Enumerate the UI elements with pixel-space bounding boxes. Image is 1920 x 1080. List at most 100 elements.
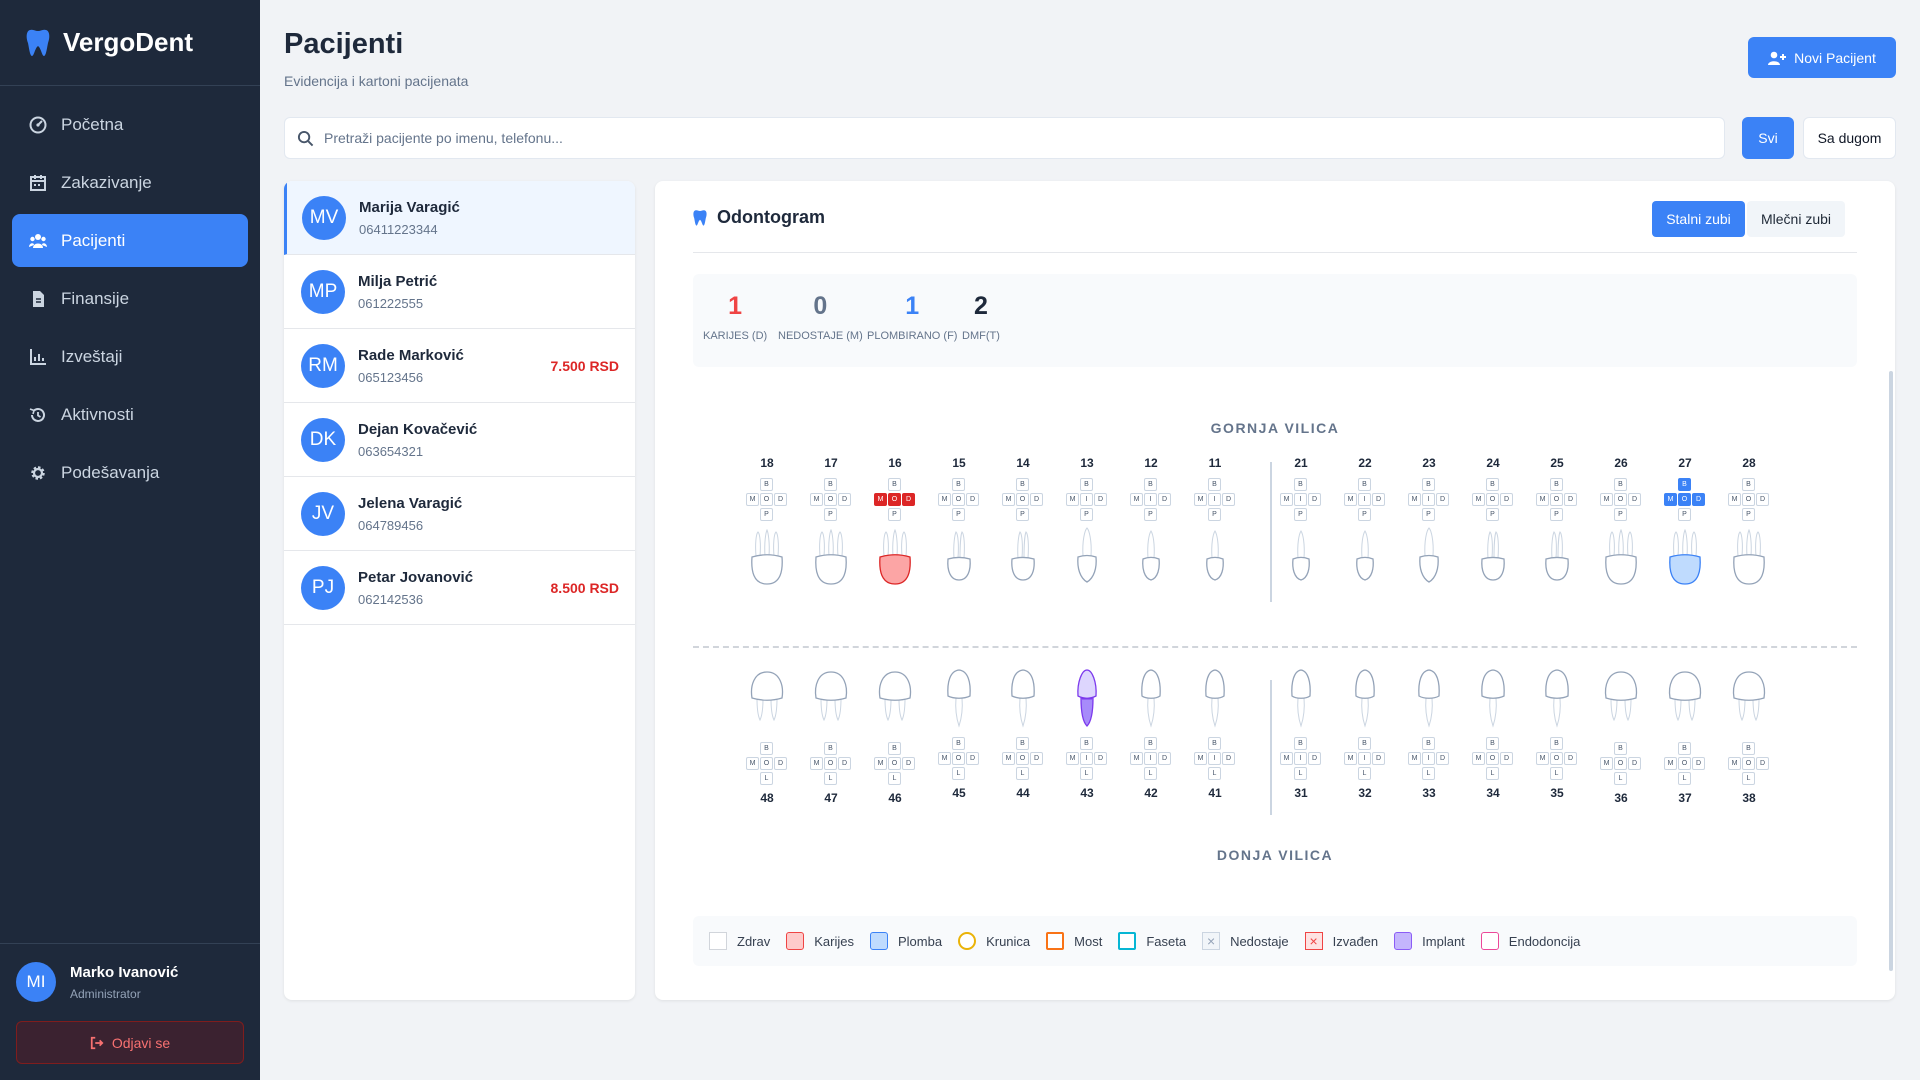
- tooth-surface[interactable]: B: [760, 742, 773, 755]
- patient-list-item[interactable]: MV Marija Varagić 06411223344: [284, 181, 635, 255]
- tooth-surface[interactable]: L: [1614, 772, 1627, 785]
- tooth-surface[interactable]: D: [1222, 493, 1235, 506]
- tooth-surface[interactable]: D: [1436, 752, 1449, 765]
- tooth-surface[interactable]: B: [1742, 478, 1755, 491]
- tooth-surface[interactable]: M: [938, 752, 951, 765]
- sidebar-item-zakazivanje[interactable]: Zakazivanje: [12, 156, 248, 209]
- tooth-surface[interactable]: O: [1550, 752, 1563, 765]
- tooth-surface[interactable]: B: [888, 742, 901, 755]
- tooth-surface[interactable]: B: [1144, 478, 1157, 491]
- tooth-surface[interactable]: P: [952, 508, 965, 521]
- new-patient-button[interactable]: Novi Pacijent: [1748, 37, 1896, 78]
- tooth-surface[interactable]: D: [902, 493, 915, 506]
- tooth-surface[interactable]: M: [1280, 493, 1293, 506]
- tooth-surface[interactable]: L: [1208, 767, 1221, 780]
- tooth-surface[interactable]: M: [874, 493, 887, 506]
- tooth-surface[interactable]: M: [746, 757, 759, 770]
- tooth-surface[interactable]: L: [1678, 772, 1691, 785]
- tooth-surface[interactable]: M: [1408, 752, 1421, 765]
- tooth-surface[interactable]: P: [1208, 508, 1221, 521]
- tooth-surface[interactable]: B: [952, 737, 965, 750]
- tooth-surface[interactable]: D: [1436, 493, 1449, 506]
- tooth-surface[interactable]: M: [1194, 752, 1207, 765]
- tooth-surface[interactable]: P: [1614, 508, 1627, 521]
- tooth-surface[interactable]: M: [938, 493, 951, 506]
- tooth-surface[interactable]: B: [952, 478, 965, 491]
- patient-list-item[interactable]: DK Dejan Kovačević 063654321: [284, 403, 635, 477]
- tooth-surface[interactable]: M: [1194, 493, 1207, 506]
- tooth-surface[interactable]: D: [838, 757, 851, 770]
- tooth-surface[interactable]: I: [1422, 493, 1435, 506]
- tooth-surface[interactable]: B: [1358, 737, 1371, 750]
- tooth-surface[interactable]: B: [824, 742, 837, 755]
- tooth-surface[interactable]: B: [1422, 737, 1435, 750]
- tooth-surface[interactable]: L: [760, 772, 773, 785]
- tooth-surface[interactable]: M: [810, 493, 823, 506]
- tooth-surface[interactable]: I: [1144, 493, 1157, 506]
- tooth-surface[interactable]: M: [1344, 493, 1357, 506]
- tooth-surface[interactable]: D: [1692, 493, 1705, 506]
- tooth-surface[interactable]: O: [1550, 493, 1563, 506]
- tooth-surface[interactable]: P: [1080, 508, 1093, 521]
- tooth-surface[interactable]: B: [888, 478, 901, 491]
- tooth-surface[interactable]: D: [1500, 752, 1513, 765]
- tooth-surface[interactable]: M: [1472, 493, 1485, 506]
- tooth-surface[interactable]: P: [1422, 508, 1435, 521]
- sidebar-item-aktivnosti[interactable]: Aktivnosti: [12, 388, 248, 441]
- tooth-surface[interactable]: M: [1664, 493, 1677, 506]
- patient-list-item[interactable]: PJ Petar Jovanović 062142536 8.500 RSD: [284, 551, 635, 625]
- tooth-surface[interactable]: B: [1294, 478, 1307, 491]
- tooth-surface[interactable]: B: [1614, 742, 1627, 755]
- tooth-surface[interactable]: O: [824, 493, 837, 506]
- tooth-surface[interactable]: L: [1486, 767, 1499, 780]
- tooth-surface[interactable]: M: [1664, 757, 1677, 770]
- tooth-surface[interactable]: M: [1600, 757, 1613, 770]
- tooth-surface[interactable]: M: [1344, 752, 1357, 765]
- tooth-surface[interactable]: D: [966, 493, 979, 506]
- tooth-surface[interactable]: D: [1030, 752, 1043, 765]
- tooth-surface[interactable]: P: [1294, 508, 1307, 521]
- sidebar-item-pocetna[interactable]: Početna: [12, 98, 248, 151]
- tooth-surface[interactable]: D: [1756, 757, 1769, 770]
- tooth-surface[interactable]: O: [1486, 493, 1499, 506]
- sidebar-item-pacijenti[interactable]: Pacijenti: [12, 214, 248, 267]
- tooth-surface[interactable]: P: [888, 508, 901, 521]
- tooth-surface[interactable]: I: [1294, 493, 1307, 506]
- tooth-surface[interactable]: O: [1486, 752, 1499, 765]
- brand[interactable]: VergoDent: [0, 0, 260, 86]
- tooth-surface[interactable]: D: [1222, 752, 1235, 765]
- tooth-surface[interactable]: D: [1158, 493, 1171, 506]
- tooth-surface[interactable]: M: [1066, 493, 1079, 506]
- tooth-surface[interactable]: P: [1486, 508, 1499, 521]
- tooth-surface[interactable]: B: [1422, 478, 1435, 491]
- tooth-surface[interactable]: D: [1094, 493, 1107, 506]
- tooth-surface[interactable]: O: [1016, 493, 1029, 506]
- tooth-surface[interactable]: B: [1144, 737, 1157, 750]
- tooth-surface[interactable]: D: [774, 493, 787, 506]
- tooth-surface[interactable]: D: [1372, 752, 1385, 765]
- tooth-surface[interactable]: D: [1756, 493, 1769, 506]
- tooth-surface[interactable]: B: [1080, 737, 1093, 750]
- tooth-surface[interactable]: L: [888, 772, 901, 785]
- tooth-surface[interactable]: M: [1728, 757, 1741, 770]
- filter-debt-button[interactable]: Sa dugom: [1803, 117, 1896, 159]
- tooth-surface[interactable]: I: [1144, 752, 1157, 765]
- tooth-surface[interactable]: L: [1742, 772, 1755, 785]
- tooth-surface[interactable]: M: [1280, 752, 1293, 765]
- tooth-surface[interactable]: M: [1536, 493, 1549, 506]
- tooth-surface[interactable]: B: [1080, 478, 1093, 491]
- tooth-surface[interactable]: B: [1016, 737, 1029, 750]
- tooth-surface[interactable]: P: [1550, 508, 1563, 521]
- tooth-surface[interactable]: D: [1628, 757, 1641, 770]
- tooth-surface[interactable]: D: [1030, 493, 1043, 506]
- tooth-surface[interactable]: B: [1016, 478, 1029, 491]
- tooth-surface[interactable]: O: [1742, 493, 1755, 506]
- tooth-surface[interactable]: D: [1158, 752, 1171, 765]
- tooth-surface[interactable]: B: [1486, 737, 1499, 750]
- tooth-surface[interactable]: D: [902, 757, 915, 770]
- tooth-surface[interactable]: B: [1550, 478, 1563, 491]
- tooth-surface[interactable]: L: [1358, 767, 1371, 780]
- tooth-surface[interactable]: P: [760, 508, 773, 521]
- sidebar-item-podesavanja[interactable]: Podešavanja: [12, 446, 248, 499]
- tooth-surface[interactable]: I: [1080, 752, 1093, 765]
